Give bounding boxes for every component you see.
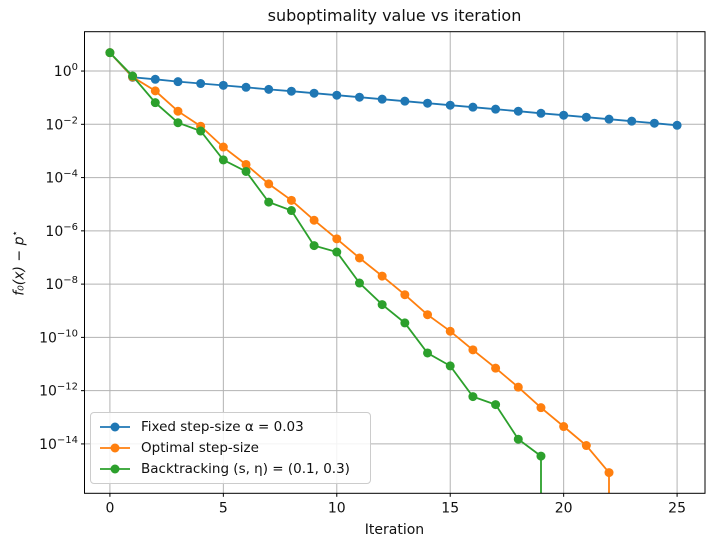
- data-point: [581, 112, 591, 122]
- y-tick-label-1e-6: 10−6: [45, 222, 78, 240]
- data-point: [309, 241, 319, 251]
- y-tick-label-1e-14: 10−14: [39, 435, 78, 453]
- x-tick-label-15: 15: [441, 500, 459, 516]
- data-point: [604, 114, 614, 124]
- series-line-0: [109, 52, 678, 127]
- data-point: [491, 400, 501, 410]
- x-tick-label-5: 5: [219, 500, 228, 516]
- data-point: [150, 98, 160, 108]
- data-point: [286, 195, 296, 205]
- legend-marker: [100, 443, 130, 453]
- data-point: [354, 253, 364, 263]
- y-tick-label-1e-12: 10−12: [39, 382, 78, 400]
- data-point: [423, 98, 433, 108]
- data-point: [241, 159, 251, 169]
- data-point: [513, 382, 523, 392]
- data-point: [377, 271, 387, 281]
- data-point: [173, 118, 183, 128]
- chart-title: suboptimality value vs iteration: [267, 6, 522, 25]
- data-point: [536, 108, 546, 118]
- data-point: [150, 86, 160, 96]
- data-point: [309, 215, 319, 225]
- data-point: [627, 116, 637, 126]
- data-point: [400, 96, 410, 106]
- data-point: [672, 120, 682, 130]
- data-point: [218, 80, 228, 90]
- data-point: [264, 179, 274, 189]
- data-point: [468, 345, 478, 355]
- x-axis-label: Iteration: [364, 522, 425, 538]
- x-tick-label-0: 0: [105, 500, 114, 516]
- data-point: [423, 348, 433, 358]
- x-tick-label-25: 25: [668, 500, 686, 516]
- data-point: [286, 86, 296, 96]
- data-point: [354, 92, 364, 102]
- data-point: [241, 166, 251, 176]
- data-point: [377, 300, 387, 310]
- legend-marker: [100, 422, 130, 432]
- y-tick-label-1e-8: 10−8: [45, 275, 78, 293]
- data-point: [581, 441, 591, 451]
- data-point: [400, 290, 410, 300]
- data-point: [105, 48, 115, 58]
- data-point: [218, 142, 228, 152]
- data-point: [128, 71, 138, 81]
- legend-label: Backtracking (s, η) = (0.1, 0.3): [141, 460, 350, 477]
- data-point: [354, 278, 364, 288]
- data-point: [604, 468, 614, 478]
- data-point: [400, 318, 410, 328]
- data-point: [332, 90, 342, 100]
- y-tick-label-1e0: 100: [54, 62, 78, 80]
- data-point: [150, 74, 160, 84]
- legend-item-2: Backtracking (s, η) = (0.1, 0.3): [99, 462, 362, 476]
- data-point: [559, 110, 569, 120]
- legend: Fixed step-size α = 0.03 Optimal step-siz…: [90, 412, 371, 484]
- data-point: [513, 106, 523, 116]
- y-axis-label: f₀(x) − p⋆: [10, 188, 28, 338]
- data-point: [241, 82, 251, 92]
- data-point: [264, 197, 274, 207]
- data-point: [559, 422, 569, 432]
- data-point: [513, 434, 523, 444]
- y-axis-label-superscript: ⋆: [10, 230, 21, 237]
- data-point: [377, 94, 387, 104]
- data-point: [286, 206, 296, 216]
- data-point: [332, 247, 342, 257]
- data-point: [423, 310, 433, 320]
- x-tick-label-20: 20: [555, 500, 573, 516]
- data-point: [196, 79, 206, 89]
- data-point: [173, 77, 183, 87]
- x-tick-label-10: 10: [328, 500, 346, 516]
- data-point: [332, 234, 342, 244]
- legend-item-1: Optimal step-size: [99, 441, 362, 455]
- y-tick-label-1e-2: 10−2: [45, 115, 78, 133]
- data-point: [468, 392, 478, 402]
- data-point: [173, 106, 183, 116]
- data-point: [491, 363, 501, 373]
- data-point: [445, 326, 455, 336]
- data-point: [218, 155, 228, 165]
- plot-border: [84, 31, 706, 494]
- y-axis-label-text: f₀(x) − p: [11, 236, 28, 296]
- y-tick-label-1e-4: 10−4: [45, 169, 78, 187]
- legend-label: Fixed step-size α = 0.03: [141, 419, 304, 436]
- legend-item-0: Fixed step-size α = 0.03: [99, 420, 362, 434]
- data-point: [536, 451, 546, 461]
- data-point: [309, 88, 319, 98]
- data-point: [536, 403, 546, 413]
- legend-marker: [100, 464, 130, 474]
- data-point: [649, 118, 659, 128]
- y-tick-label-1e-10: 10−10: [39, 328, 78, 346]
- data-point: [445, 361, 455, 371]
- legend-label: Optimal step-size: [141, 439, 259, 456]
- data-point: [264, 84, 274, 94]
- data-point: [491, 104, 501, 114]
- data-point: [196, 126, 206, 136]
- data-point: [468, 102, 478, 112]
- data-point: [445, 100, 455, 110]
